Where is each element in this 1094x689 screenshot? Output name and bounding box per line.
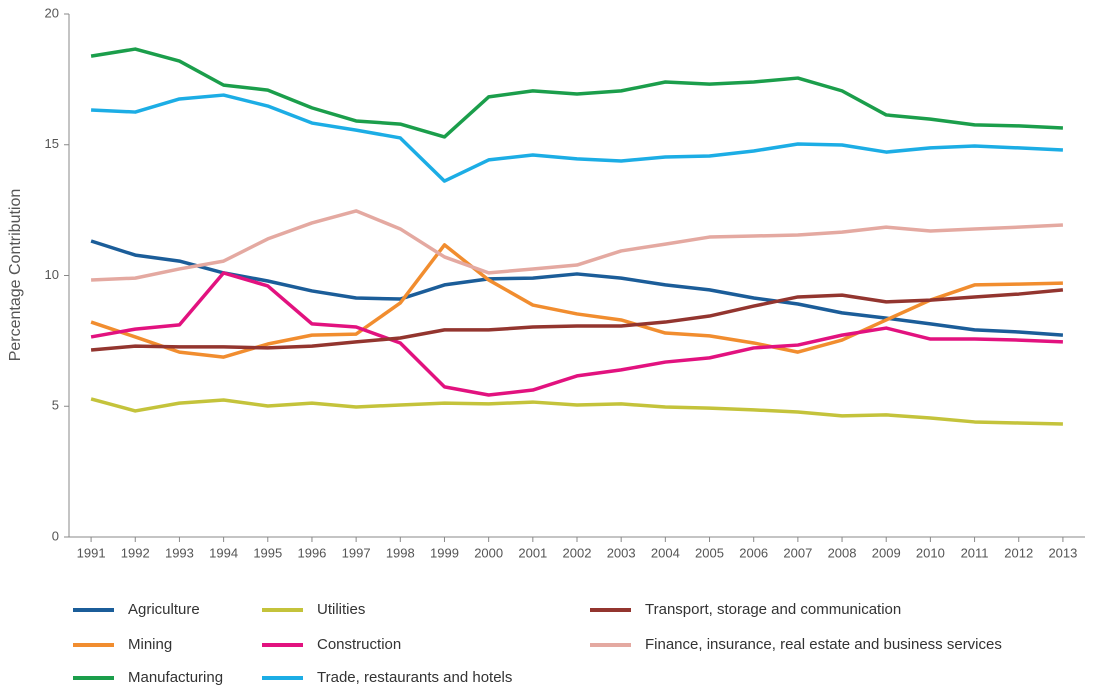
- line: [90, 47, 1063, 139]
- line: [91, 93, 1063, 183]
- x-tick-label: 2002: [563, 545, 592, 560]
- legend-label: Construction: [317, 636, 401, 653]
- y-tick-label: 0: [52, 528, 59, 543]
- x-tick-label: 2009: [872, 545, 901, 560]
- x-tick-label: 1992: [121, 545, 150, 560]
- y-tick-label: 10: [45, 267, 59, 282]
- y-tick-label: 5: [52, 398, 59, 413]
- x-tick-label: 2013: [1048, 545, 1077, 560]
- x-tick-label: 1991: [77, 545, 106, 560]
- x-tick-label: 2006: [739, 545, 768, 560]
- x-tick-label: 1999: [430, 545, 459, 560]
- legend-label: Manufacturing: [128, 669, 223, 686]
- line: [90, 239, 1064, 337]
- x-tick-label: 2004: [651, 545, 680, 560]
- x-tick-label: 1997: [342, 545, 371, 560]
- x-tick-label: 2001: [518, 545, 547, 560]
- x-tick-label: 1996: [297, 545, 326, 560]
- y-tick-label: 20: [45, 5, 59, 20]
- x-tick-label: 2003: [607, 545, 636, 560]
- x-tick-label: 2008: [828, 545, 857, 560]
- line: [90, 271, 1063, 397]
- legend-label: Trade, restaurants and hotels: [317, 669, 512, 686]
- x-tick-label: 2000: [474, 545, 503, 560]
- x-tick-label: 2007: [783, 545, 812, 560]
- legend-label: Agriculture: [128, 601, 200, 618]
- line: [90, 288, 1064, 352]
- line: [91, 209, 1063, 282]
- y-tick-label: 15: [45, 136, 59, 151]
- legend-label: Mining: [128, 636, 172, 653]
- line: [90, 397, 1063, 426]
- x-tick-label: 1995: [253, 545, 282, 560]
- y-axis-label: Percentage Contribution: [7, 189, 24, 362]
- x-tick-label: 1998: [386, 545, 415, 560]
- x-tick-label: 2005: [695, 545, 724, 560]
- legend-label: Utilities: [317, 601, 365, 618]
- x-tick-label: 1993: [165, 545, 194, 560]
- x-tick-label: 2011: [961, 545, 989, 560]
- legend-label: Finance, insurance, real estate and busi…: [645, 636, 1002, 653]
- x-tick-label: 2012: [1004, 545, 1033, 560]
- legend-label: Transport, storage and communication: [645, 601, 901, 618]
- x-tick-label: 2010: [916, 545, 945, 560]
- x-tick-label: 1994: [209, 545, 238, 560]
